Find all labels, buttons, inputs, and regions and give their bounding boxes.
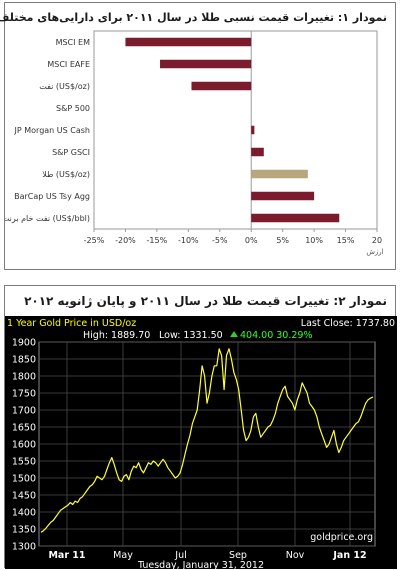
x-tick-label-6: 0% <box>245 236 258 245</box>
bar-8 <box>251 191 315 201</box>
x-tick-label-4: -10% <box>178 236 199 245</box>
chart-1-panel: نمودار ۱: تغییرات قیمت نسبی طلا در سال ۲… <box>0 2 396 270</box>
gold-price-chart: 1 Year Gold Price in USD/oz Last Close: 1… <box>5 316 397 569</box>
x-tick-label-1: -25% <box>84 236 105 245</box>
gold-price-line <box>40 348 374 533</box>
x-tick-label-9: 15% <box>337 236 355 245</box>
y-tick-label-4: 1450 <box>12 491 36 502</box>
chart-2-title: نمودار ۲: تغییرات قیمت طلا در سال ۲۰۱۱ و… <box>24 294 387 308</box>
x-tick-label-2: May <box>113 550 133 561</box>
x-tick-label-2: -20% <box>115 236 136 245</box>
y-tick-label-9: 1700 <box>12 406 36 417</box>
y-tick-label-13: 1900 <box>12 338 36 349</box>
x-tick-label-6: Jan 12 <box>332 550 366 561</box>
y-tick-label-11: 1800 <box>12 372 36 383</box>
x-tick-label-3: -15% <box>147 236 168 245</box>
bar-5 <box>251 125 255 135</box>
x-axis-label: ارزش <box>366 248 383 256</box>
bar-2 <box>160 59 252 69</box>
category-label-3: نفت (US$/oz) <box>39 82 90 91</box>
y-tick-label-8: 1650 <box>12 423 36 434</box>
low-value: Low: 1331.50 <box>159 330 223 341</box>
x-tick-label-4: Sep <box>229 550 247 561</box>
chart-2-subtitle: 1 Year Gold Price in USD/oz <box>7 318 136 329</box>
x-tick-label-8: 10% <box>305 236 323 245</box>
source-label: goldprice.org <box>310 532 373 543</box>
bar-1 <box>125 37 252 47</box>
y-tick-label-1: 1300 <box>12 542 36 553</box>
y-tick-label-10: 1750 <box>12 389 36 400</box>
date-label: Tuesday, January 31, 2012 <box>137 560 264 569</box>
y-tick-label-6: 1550 <box>12 457 36 468</box>
x-tick-label-10: 20 <box>372 236 382 245</box>
y-tick-label-3: 1400 <box>12 508 36 519</box>
x-tick-label-5: -5% <box>212 236 228 245</box>
bar-3 <box>191 81 252 91</box>
high-value: High: 1889.70 <box>83 330 150 341</box>
x-tick-label-3: Jul <box>174 550 186 561</box>
change-value: 404.00 30.29% <box>240 330 312 341</box>
category-label-8: BarCap US Tsy Agg <box>14 192 90 201</box>
bar-7 <box>251 169 308 179</box>
x-tick-label-1: Mar 11 <box>48 550 85 561</box>
category-label-2: MSCI EAFE <box>47 60 90 69</box>
category-label-4: S&P 500 <box>56 104 90 113</box>
category-label-6: S&P GSCI <box>52 148 90 157</box>
x-tick-label-5: Nov <box>286 550 305 561</box>
bar-9 <box>251 213 340 223</box>
last-close: Last Close: 1737.80 <box>301 318 395 329</box>
y-tick-label-5: 1500 <box>12 474 36 485</box>
chart-1-title: نمودار ۱: تغییرات قیمت نسبی طلا در سال ۲… <box>0 11 387 24</box>
bar-6 <box>251 147 264 157</box>
category-label-9: نفت خام برنت (US$/bbl) <box>5 214 90 223</box>
y-tick-label-2: 1350 <box>12 525 36 536</box>
up-arrow-icon <box>230 331 238 337</box>
category-label-7: طلا (US$/oz) <box>42 170 90 179</box>
x-tick-label-7: 5% <box>276 236 289 245</box>
chart-2-panel: نمودار ۲: تغییرات قیمت طلا در سال ۲۰۱۱ و… <box>4 285 397 569</box>
y-tick-label-7: 1600 <box>12 440 36 451</box>
category-label-5: JP Morgan US Cash <box>14 126 90 135</box>
y-tick-label-12: 1850 <box>12 355 36 366</box>
bar-chart: MSCI EM MSCI EAFE نفت (US$/oz) S&P 500 JP Mo… <box>5 30 384 256</box>
category-label-1: MSCI EM <box>56 38 91 47</box>
